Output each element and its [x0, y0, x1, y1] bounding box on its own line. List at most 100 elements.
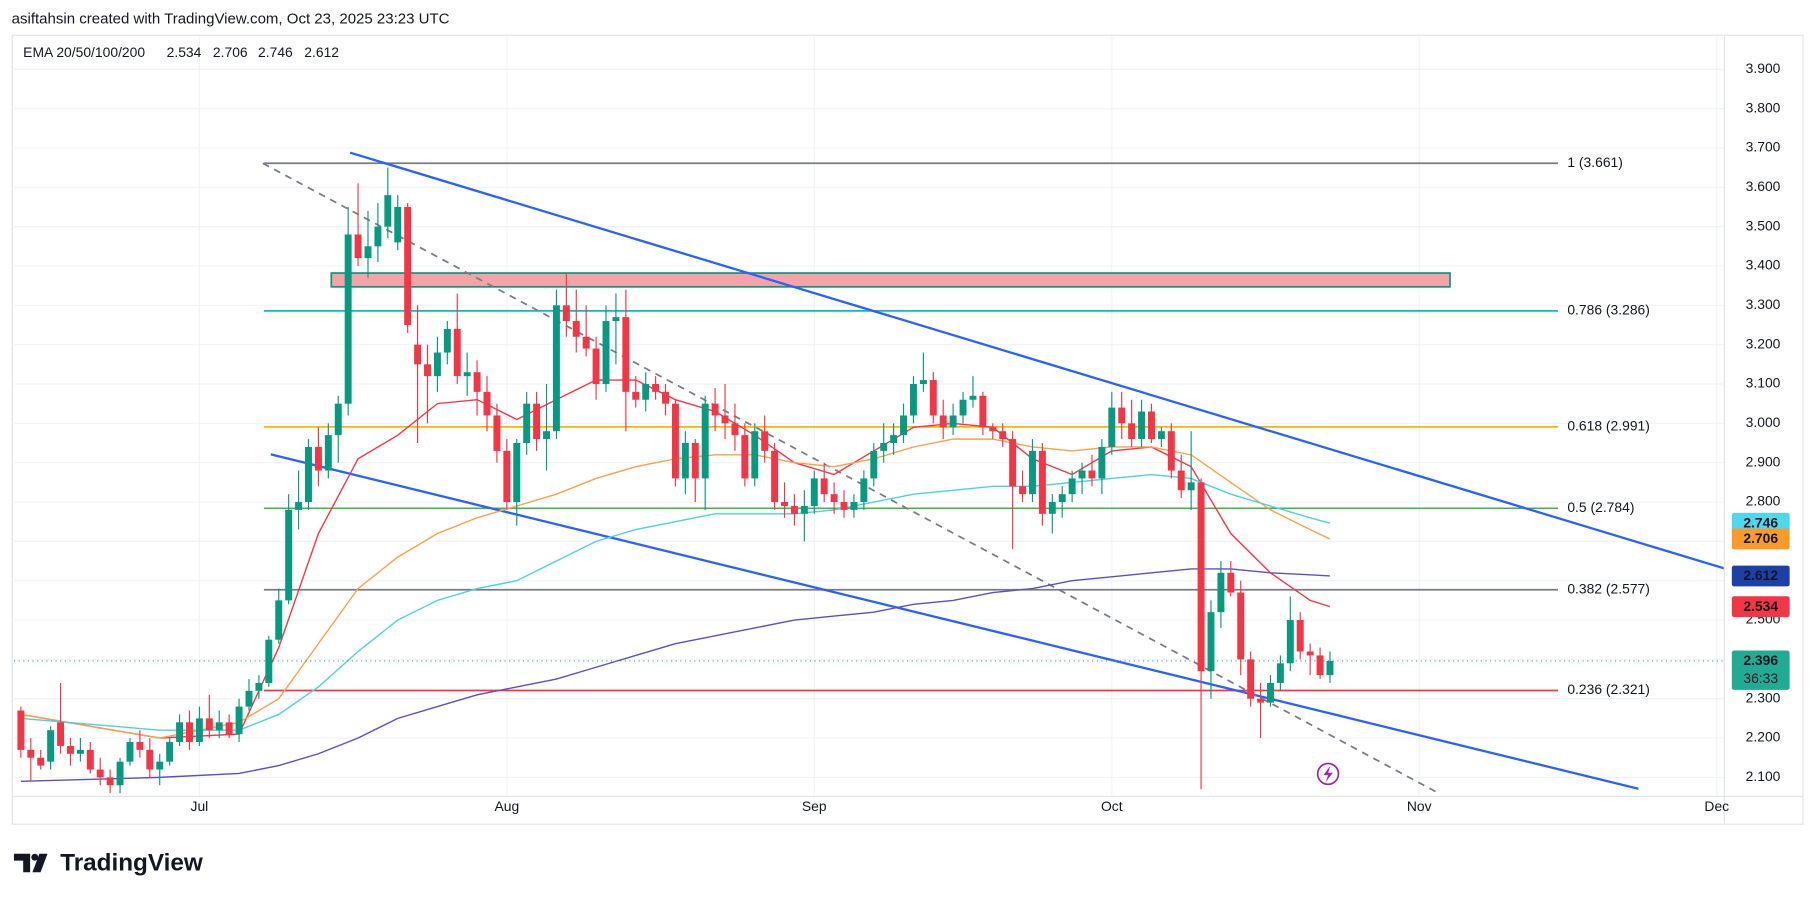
candle-body	[880, 443, 888, 451]
candle-body	[989, 427, 997, 432]
y-tick-label: 3.900	[1746, 60, 1781, 76]
last-price-label: 2.396	[1743, 652, 1778, 668]
logo-dot	[31, 853, 39, 861]
candle-body	[186, 722, 193, 742]
candle-body	[919, 380, 927, 384]
candle-body	[1217, 572, 1225, 613]
fib-label: 0.786 (3.286)	[1567, 301, 1650, 317]
candle-body	[1028, 450, 1036, 495]
candle-body	[96, 769, 104, 778]
candle-body	[900, 415, 908, 436]
candle-body	[652, 383, 660, 392]
countdown: 36:33	[1743, 670, 1778, 686]
candle-body	[582, 336, 590, 349]
fib-label: 0.5 (2.784)	[1567, 499, 1634, 515]
candle-body	[1088, 470, 1096, 479]
candle-body	[830, 494, 838, 503]
candle-body	[136, 741, 144, 750]
candle-body	[1019, 486, 1027, 495]
y-tick-label: 3.400	[1746, 257, 1781, 273]
candle-body	[146, 749, 154, 770]
candle-body	[116, 761, 124, 786]
candle-body	[1177, 470, 1185, 491]
candle-body	[176, 722, 184, 742]
x-tick-label: Dec	[1704, 798, 1729, 814]
candle-body	[1296, 620, 1304, 652]
candle-body	[404, 206, 412, 325]
candle-body	[533, 403, 541, 440]
legend-value: 2.746	[258, 44, 293, 60]
candle-body	[305, 446, 312, 503]
candle-body	[513, 443, 521, 503]
candle-body	[552, 305, 560, 432]
candle-body	[1237, 592, 1245, 660]
candle-body	[156, 761, 164, 770]
frame	[11, 34, 1804, 825]
price-label: 2.706	[1743, 530, 1778, 546]
candle-body	[1207, 612, 1215, 672]
y-tick-label: 2.900	[1746, 453, 1781, 469]
y-tick-label: 2.100	[1746, 768, 1781, 784]
trend-line	[349, 151, 1724, 570]
candle-body	[126, 741, 134, 762]
candle-body	[235, 706, 243, 735]
x-tick-label: Jul	[191, 798, 209, 814]
ema-line	[20, 473, 1331, 731]
candle-body	[1187, 482, 1195, 491]
candle-body	[711, 403, 719, 416]
candle-body	[1048, 502, 1056, 514]
candle-body	[76, 749, 84, 754]
candle-body	[592, 348, 600, 384]
candle-body	[1276, 663, 1284, 683]
candle-body	[473, 372, 481, 392]
y-tick-label: 3.000	[1746, 414, 1781, 430]
candle-body	[741, 435, 749, 479]
candle-body	[364, 246, 372, 259]
fib-label: 0.382 (2.577)	[1567, 580, 1650, 596]
price-label-bg	[1731, 512, 1790, 534]
x-tick-label: Nov	[1407, 798, 1432, 814]
trend-line	[262, 162, 1438, 794]
candle-body	[959, 399, 967, 416]
candle-body	[314, 446, 322, 471]
candle-body	[731, 423, 739, 436]
candle-body	[1247, 659, 1255, 699]
x-tick-label: Aug	[494, 798, 519, 814]
candle-body	[771, 450, 779, 503]
candle-body	[671, 403, 679, 479]
candle-body	[860, 478, 868, 503]
fib-label: 0.618 (2.991)	[1567, 418, 1650, 434]
candle-body	[1009, 439, 1017, 487]
legend-value: 2.534	[167, 44, 202, 60]
candle-body	[1148, 411, 1155, 440]
candle-body	[275, 600, 283, 640]
y-tick-label: 3.100	[1746, 375, 1781, 391]
candle-body	[1078, 470, 1086, 479]
candle-body	[810, 478, 818, 506]
y-tick-label: 2.300	[1746, 689, 1781, 705]
candle-body	[344, 234, 352, 404]
candle-body	[969, 395, 977, 400]
candle-body	[572, 321, 580, 337]
candle-body	[681, 443, 689, 479]
plot-area: 1 (3.661) 0.786 (3.286) 0.618 (2.991) 0.5 (…	[13, 151, 1724, 794]
candle-body	[384, 195, 392, 227]
candle-body	[642, 383, 650, 400]
candle-body	[1108, 407, 1116, 447]
candle-body	[245, 690, 253, 707]
candle-body	[691, 443, 699, 479]
price-label-bg	[1731, 528, 1790, 550]
candle-body	[503, 450, 511, 503]
candle-body	[1068, 478, 1076, 495]
candle-body	[701, 403, 709, 479]
price-label: 2.612	[1743, 567, 1778, 583]
price-label: 2.746	[1743, 515, 1778, 531]
logo: TradingView	[13, 850, 203, 877]
candle-body	[225, 722, 233, 735]
candle-body	[751, 431, 759, 479]
fib-label: 1 (3.661)	[1567, 154, 1623, 170]
fib-label: 0.236 (2.321)	[1567, 681, 1650, 697]
candle-body	[195, 718, 203, 742]
candle-body	[285, 509, 293, 601]
candle-body	[1138, 411, 1146, 440]
